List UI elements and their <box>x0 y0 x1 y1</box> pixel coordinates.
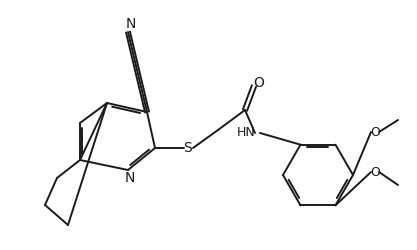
Text: N: N <box>125 171 135 185</box>
Text: N: N <box>126 17 136 31</box>
Text: S: S <box>183 141 192 155</box>
Text: O: O <box>254 76 264 90</box>
Text: HN: HN <box>236 126 255 140</box>
Text: O: O <box>370 166 380 178</box>
Text: O: O <box>370 126 380 138</box>
